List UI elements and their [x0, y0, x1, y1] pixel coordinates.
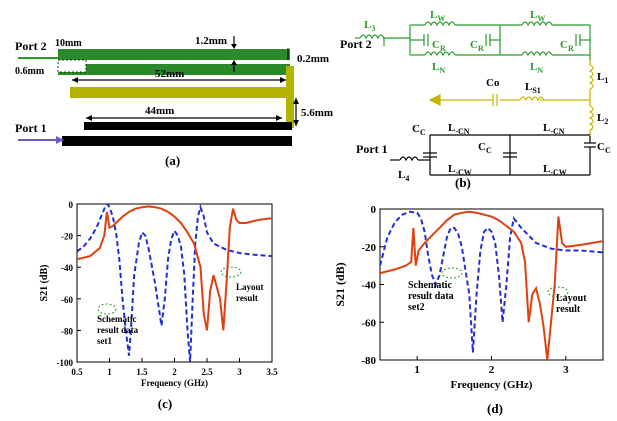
y-axis-label: S21 (dB): [333, 262, 347, 306]
dim-5-6mm: 5.6mm: [301, 107, 333, 119]
b-CR-2: CR: [470, 39, 484, 53]
x-tick-label: 0.5: [71, 367, 83, 377]
x-axis-label: Frequency (GHz): [451, 379, 533, 391]
b-LN-2: LN: [530, 61, 543, 75]
panel-c-caption: (c): [158, 396, 172, 411]
green-trace-lower: [58, 64, 290, 75]
black-trace-upper: [84, 122, 292, 130]
panel-b-labels: Port 2 L3 LW LW LN LN CR CR CR L1 L2 LS1…: [340, 9, 611, 190]
b-L4: L4: [398, 169, 409, 183]
annotation-text: Schematic result data set1: [97, 314, 139, 346]
y-tick-label: -40: [361, 280, 376, 292]
b-port1-label: Port 1: [356, 142, 388, 156]
series-line-dashed: [380, 210, 603, 353]
annotation-text: Layout result: [236, 282, 264, 303]
x-tick-label: 2: [172, 367, 177, 377]
annotation-ellipse: [547, 286, 569, 298]
b-LCN-2: L-CN: [543, 122, 565, 136]
gap-box: [57, 59, 87, 73]
b-LCW-1: L-CW: [448, 163, 472, 177]
dim-10mm: 10mm: [55, 38, 82, 49]
port2-label: Port 2: [15, 39, 47, 53]
series-line-solid: [380, 210, 603, 360]
annotation-ellipse: [97, 303, 117, 315]
b-L2: L2: [597, 112, 608, 126]
b-CC-3: CC: [597, 141, 611, 155]
annotation-text: Schematic result data set2: [408, 280, 454, 313]
x-tick-label: 3: [563, 364, 569, 376]
b-CC-2: CC: [478, 141, 492, 155]
annotation-ellipse: [220, 266, 242, 278]
b-CC-1: CC: [412, 123, 426, 137]
b-CR-3: CR: [560, 39, 574, 53]
y-tick-label: -40: [61, 263, 73, 273]
panel-d-caption: (d): [487, 401, 503, 416]
b-LS1: LS1: [525, 81, 541, 95]
b-LCN-1: L-CN: [448, 122, 470, 136]
olive-trace: [70, 87, 292, 98]
b-L3: L3: [364, 19, 375, 33]
port1-label: Port 1: [15, 121, 47, 135]
y-tick-label: 0: [69, 200, 74, 210]
panel-a-caption: (a): [165, 153, 180, 168]
b-L1: L1: [597, 71, 608, 85]
annotation-text: Layout result: [556, 293, 587, 315]
dim-52mm: 52mm: [155, 68, 184, 80]
panel-b-circuit: [355, 21, 596, 176]
y-tick-label: -60: [361, 317, 376, 329]
x-tick-label: 2.5: [201, 367, 213, 377]
annotation-ellipse: [441, 267, 463, 279]
y-tick-label: -80: [361, 355, 376, 367]
dim-1-2mm: 1.2mm: [195, 35, 227, 47]
x-tick-label: 3.5: [266, 367, 278, 377]
x-tick-label: 2: [489, 364, 495, 376]
panel-b-caption: (b): [455, 175, 471, 190]
b-CR-1: CR: [432, 39, 446, 53]
b-port2-label: Port 2: [340, 37, 372, 51]
b-Co: Co: [486, 77, 500, 89]
x-axis-label: Frequency (GHz): [141, 378, 208, 388]
x-tick-label: 1.5: [136, 367, 148, 377]
y-tick-label: -100: [57, 358, 74, 368]
x-tick-label: 3: [237, 367, 242, 377]
y-tick-label: -80: [61, 326, 73, 336]
y-tick-label: 0: [371, 204, 377, 216]
b-LW-2: LW: [530, 9, 545, 23]
dim-0-2mm: 0.2mm: [297, 53, 329, 65]
series-line-dashed: [77, 204, 272, 362]
b-LW-1: LW: [430, 9, 445, 23]
x-tick-label: 1: [414, 364, 420, 376]
dim-0-6mm: 0.6mm: [15, 66, 45, 77]
y-tick-label: -20: [361, 242, 376, 254]
y-tick-label: -20: [61, 232, 73, 242]
green-trace-upper: [58, 49, 290, 60]
panel-a-layout: Port 2 10mm 0.6mm 1.2mm 0.2mm 52mm 5.6mm…: [15, 35, 333, 168]
b-LCW-2: L-CW: [543, 163, 567, 177]
black-trace-lower: [62, 136, 292, 146]
olive-vertical: [286, 66, 294, 128]
y-axis-label: S21 (dB): [39, 265, 50, 302]
dim-44mm: 44mm: [145, 105, 174, 117]
chart-d: 0 -20 -40 -60 -80 1 2 3 Frequency (GHz) S21 (dB) S…: [333, 204, 604, 416]
port1-arrowhead: [56, 136, 64, 144]
y-tick-label: -60: [61, 295, 73, 305]
x-tick-label: 1: [107, 367, 112, 377]
series-line-solid: [77, 205, 272, 331]
b-LN-1: LN: [432, 61, 445, 75]
